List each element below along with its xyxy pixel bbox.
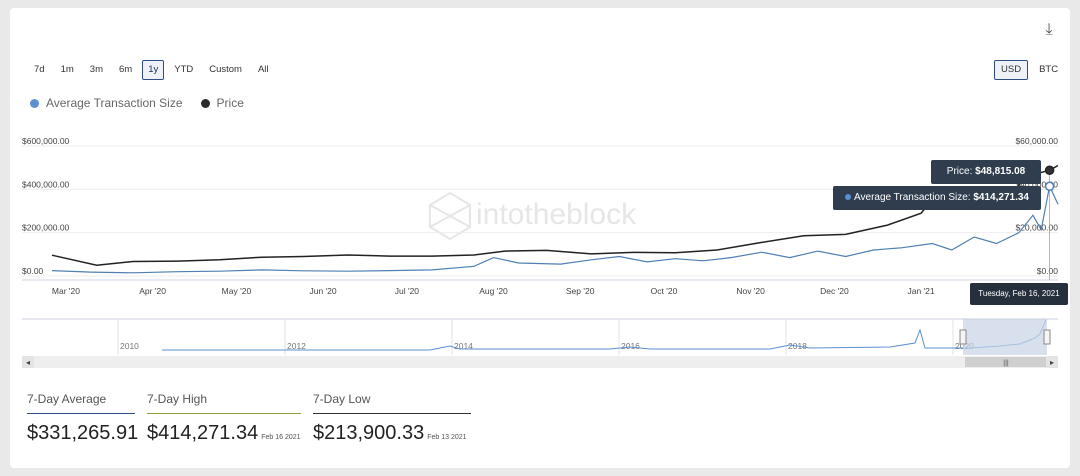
legend-item-ats[interactable]: Average Transaction Size: [30, 96, 183, 110]
navigator-scrollbar-grip-icon: |||: [1003, 360, 1009, 367]
navigator-scrollbar-track[interactable]: [22, 356, 1058, 368]
range-button-1m[interactable]: 1m: [60, 64, 74, 75]
stat-value-text: $414,271.34: [147, 422, 259, 444]
download-icon[interactable]: ⤓: [1045, 21, 1053, 38]
range-button-all[interactable]: All: [257, 64, 269, 75]
tooltip-ats-marker: [845, 194, 852, 201]
series-line-avg-transaction-size[interactable]: [51, 184, 1059, 274]
currency-button-usd[interactable]: USD: [994, 60, 1029, 80]
x-tick-label: Mar '20: [52, 286, 80, 296]
y-right-tick-label: $20,000.00: [1015, 223, 1058, 233]
stat-value: $414,271.34 Feb 16 2021: [147, 422, 301, 445]
legend-label-price: Price: [216, 96, 244, 110]
stat-7day-low: 7-Day Low $213,900.33 Feb 13 2021: [313, 392, 471, 445]
stat-date: Feb 13 2021: [427, 434, 467, 441]
tooltip-price-label: Price:: [946, 166, 973, 177]
watermark: intotheblock: [429, 191, 637, 241]
watermark-logo-icon: [429, 191, 471, 241]
chart-legend: Average Transaction Size Price: [30, 96, 244, 110]
stat-7day-average: 7-Day Average $331,265.91: [27, 392, 139, 445]
x-tick-label: Jan '21: [907, 286, 934, 296]
y-left-tick-label: $600,000.00: [22, 136, 70, 146]
stat-7day-high: 7-Day High $414,271.34 Feb 16 2021: [147, 392, 301, 445]
stat-value: $331,265.91: [27, 422, 139, 445]
hover-point-avg-transaction-size: [1044, 181, 1055, 191]
navigator-scrollbar-thumb[interactable]: [965, 357, 1047, 367]
x-tick-label: Apr '20: [139, 286, 166, 296]
tooltip-price: Price: $48,815.08: [931, 160, 1041, 184]
stat-label: 7-Day High: [147, 392, 301, 414]
x-tick-label: Sep '20: [566, 286, 595, 296]
navigator-handle-right[interactable]: [1043, 329, 1051, 345]
tooltip-ats: Average Transaction Size: $414,271.34: [833, 186, 1041, 210]
hover-point-price: [1044, 165, 1055, 175]
tooltip-price-value: $48,815.08: [975, 166, 1026, 177]
stat-label: 7-Day Low: [313, 392, 471, 414]
range-button-ytd[interactable]: YTD: [174, 64, 194, 75]
tooltip-ats-value: $414,271.34: [973, 192, 1029, 203]
y-left-tick-label: $200,000.00: [22, 223, 70, 233]
y-right-tick-label: $60,000.00: [1015, 136, 1058, 146]
legend-marker-price: [200, 98, 210, 108]
watermark-text: intotheblock: [476, 198, 637, 231]
scroll-left-icon: ◂: [26, 358, 30, 367]
navigator-scroll-left-button[interactable]: [22, 356, 34, 368]
range-button-6m[interactable]: 6m: [118, 64, 133, 75]
x-tick-label: Oct '20: [651, 286, 678, 296]
x-tick-label: Jul '20: [395, 286, 420, 296]
y-left-tick-label: $0.00: [22, 266, 44, 276]
range-button-3m[interactable]: 3m: [89, 64, 103, 75]
tooltip-date: Tuesday, Feb 16, 2021: [970, 283, 1068, 305]
stat-label: 7-Day Average: [27, 392, 135, 414]
stat-value: $213,900.33 Feb 13 2021: [313, 422, 471, 445]
currency-button-btc[interactable]: BTC: [1039, 64, 1059, 75]
stat-value-text: $331,265.91: [27, 422, 139, 444]
x-tick-label: May '20: [222, 286, 252, 296]
legend-item-price[interactable]: Price: [200, 96, 244, 110]
chart-card: ⤓ 7d 1m 3m 6m 1y YTD Custom All USD BTC Average …: [10, 8, 1070, 468]
stats-panel: 7-Day Average $331,265.91 7-Day High $41…: [27, 392, 471, 445]
navigator-selection[interactable]: [963, 319, 1047, 355]
y-right-tick-label: $0.00: [1037, 266, 1059, 276]
stat-value-text: $213,900.33: [313, 422, 425, 444]
y-right-tick-label: $40,000.00: [1015, 179, 1058, 189]
navigator-year-label: 2012: [287, 341, 306, 351]
navigator[interactable]: 201020122014201620182020 ||| ◂ ▸: [10, 318, 1070, 374]
range-button-1y[interactable]: 1y: [142, 60, 165, 80]
x-tick-label: Dec '20: [820, 286, 849, 296]
navigator-handle-left[interactable]: [959, 329, 967, 345]
range-button-7d[interactable]: 7d: [34, 64, 45, 75]
stat-date: Feb 16 2021: [261, 434, 301, 441]
x-tick-label: Jun '20: [309, 286, 336, 296]
navigator-year-label: 2014: [454, 341, 473, 351]
currency-selector: USD BTC: [994, 60, 1065, 80]
x-tick-label: Aug '20: [479, 286, 508, 296]
y-left-tick-label: $400,000.00: [22, 179, 70, 189]
scroll-right-icon: ▸: [1050, 358, 1054, 367]
tooltip-ats-label: Average Transaction Size:: [854, 192, 971, 203]
legend-marker-ats: [30, 98, 39, 108]
x-tick-label: Nov '20: [736, 286, 765, 296]
range-selector: 7d 1m 3m 6m 1y YTD Custom All: [28, 60, 275, 80]
navigator-year-label: 2010: [120, 341, 139, 351]
main-chart[interactable]: intotheblock $600,000.00 $400,000.00 $200,…: [10, 8, 1070, 388]
range-button-custom[interactable]: Custom: [209, 64, 242, 75]
navigator-year-label: 2016: [621, 341, 640, 351]
legend-label-ats: Average Transaction Size: [46, 96, 183, 110]
navigator-scroll-right-button[interactable]: [1046, 356, 1058, 368]
